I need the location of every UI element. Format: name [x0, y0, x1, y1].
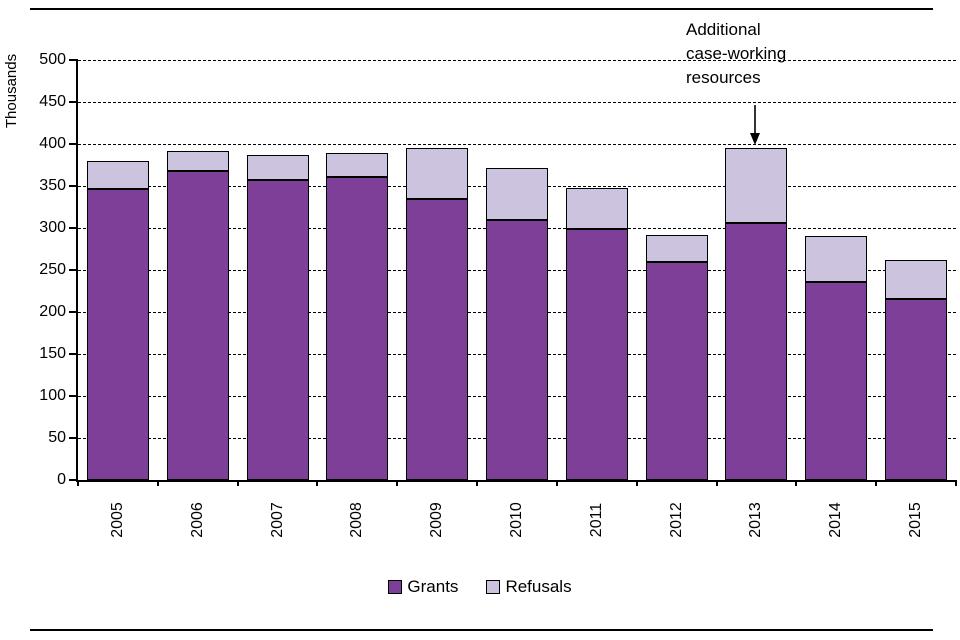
legend-item-grants: Grants — [388, 577, 458, 597]
x-axis-tick — [476, 480, 479, 486]
x-axis-tick — [77, 480, 79, 486]
bar-segment-grants-2015 — [885, 299, 948, 480]
x-axis-tick — [875, 480, 878, 486]
bar-segment-refusals-2009 — [406, 148, 469, 200]
bar-segment-refusals-2007 — [246, 154, 309, 181]
y-axis-tick-label: 150 — [39, 345, 66, 362]
x-axis-label-2010: 2010 — [508, 502, 525, 538]
x-axis-tick — [635, 480, 638, 486]
y-axis-tick-label: 400 — [39, 135, 66, 152]
y-axis-tick — [69, 143, 78, 145]
x-axis-tick — [396, 480, 399, 486]
y-axis-tick — [69, 479, 78, 481]
bar-segment-grants-2009 — [406, 199, 469, 480]
x-axis-label-2013: 2013 — [747, 502, 765, 538]
legend-item-refusals: Refusals — [486, 577, 572, 597]
x-axis-tick — [156, 480, 159, 486]
y-axis-tick — [69, 227, 78, 229]
y-axis-tick — [69, 185, 78, 187]
bar-segment-refusals-2015 — [885, 259, 948, 300]
x-axis-tick — [795, 480, 798, 486]
y-axis-tick-label: 0 — [57, 471, 66, 488]
x-axis-tick — [955, 480, 957, 486]
bar-segment-refusals-2008 — [326, 153, 389, 177]
legend-label-refusals: Refusals — [505, 577, 572, 596]
y-axis-tick-label: 250 — [39, 261, 66, 278]
x-axis-tick — [316, 480, 319, 486]
bar-segment-refusals-2013 — [725, 148, 788, 223]
y-axis-tick-label: 200 — [39, 303, 66, 320]
y-axis-tick-label: 50 — [48, 429, 66, 446]
x-axis-label-2008: 2008 — [348, 502, 366, 538]
y-axis-tick — [69, 269, 78, 271]
y-axis-tick — [69, 353, 78, 355]
down-arrow-icon — [750, 105, 760, 145]
legend-label-grants: Grants — [407, 577, 459, 596]
y-axis-tick-label: 350 — [39, 177, 66, 194]
bar-segment-grants-2005 — [86, 188, 149, 480]
y-axis-tick-label: 450 — [39, 93, 66, 110]
bar-segment-refusals-2014 — [805, 236, 868, 282]
bottom-divider-rule — [30, 629, 933, 631]
x-axis-label-2009: 2009 — [428, 502, 446, 538]
annotation-text: Additional case-working resources — [686, 20, 787, 87]
bar-segment-refusals-2005 — [86, 160, 149, 189]
bar-segment-grants-2007 — [246, 180, 309, 480]
bar-segment-grants-2006 — [166, 170, 229, 480]
gridline-450 — [78, 102, 956, 103]
bar-segment-grants-2010 — [486, 220, 548, 480]
bar-segment-refusals-2012 — [645, 234, 708, 262]
y-axis-tick — [69, 59, 78, 61]
bar-segment-refusals-2011 — [565, 187, 628, 229]
plot-area: 0 50 100 150 200 250 300 350 400 450 500 2005 2006 20… — [39, 51, 957, 538]
x-axis-tick — [555, 480, 558, 486]
legend-swatch-grants — [388, 580, 403, 594]
gridline-400 — [78, 144, 956, 145]
y-axis-tick-label: 500 — [39, 51, 66, 68]
x-axis-label-2006: 2006 — [188, 502, 206, 538]
bar-segment-grants-2012 — [645, 261, 708, 480]
top-divider-rule — [30, 8, 933, 10]
y-axis-title: Thousands — [3, 53, 20, 129]
gridline-500 — [78, 60, 956, 61]
x-axis-tick — [236, 480, 239, 486]
x-axis-label-2014: 2014 — [827, 502, 845, 538]
y-axis-tick — [69, 437, 78, 439]
x-axis-tick — [715, 480, 718, 486]
bar-segment-grants-2011 — [565, 228, 628, 480]
x-axis-label-2007: 2007 — [268, 502, 286, 538]
legend: Grants Refusals — [0, 577, 960, 597]
legend-swatch-refusals — [486, 580, 501, 594]
bar-segment-refusals-2006 — [166, 150, 229, 171]
y-axis-tick-label: 300 — [39, 219, 66, 236]
x-axis-label-2015: 2015 — [907, 502, 925, 538]
y-axis-tick — [69, 395, 78, 397]
y-axis-tick — [69, 311, 78, 313]
y-axis-tick-label: 100 — [39, 387, 66, 404]
x-axis-label-2005: 2005 — [108, 502, 126, 538]
x-axis-label-2011: 2011 — [587, 502, 605, 538]
y-axis-tick — [69, 101, 78, 103]
x-axis-label-2012: 2012 — [667, 502, 685, 538]
bar-segment-grants-2008 — [326, 176, 389, 480]
bar-segment-grants-2013 — [725, 222, 788, 480]
bar-segment-refusals-2010 — [486, 167, 548, 221]
bar-segment-grants-2014 — [805, 281, 868, 480]
